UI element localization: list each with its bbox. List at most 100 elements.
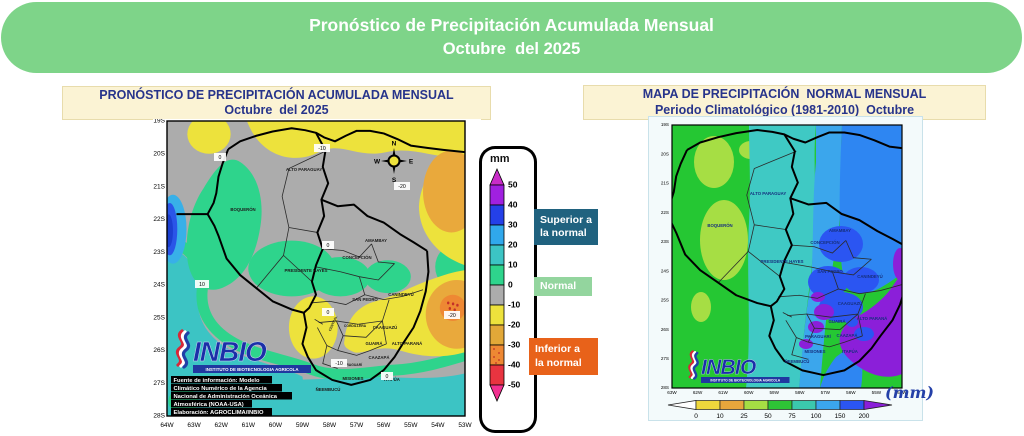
lon-tick: 53W (458, 422, 472, 429)
dept-label: CANINDEYÚ (857, 274, 883, 279)
colorbar-unit: mm (490, 153, 510, 165)
banner-subtitle: Octubre del 2025 (442, 40, 581, 59)
lon-tick: 64W (160, 422, 174, 429)
inbio-logo-tagline: INSTITUTO DE BIOTECNOLOGIA AGRICOLA (710, 379, 780, 383)
dept-label: CAAGUAZÚ (373, 325, 398, 330)
map-source-note: Fuente de información: Modelo Climático … (171, 376, 292, 416)
cb-tick: 0 (508, 279, 513, 289)
lat-tick: 27S (661, 356, 669, 361)
cb-tick: -20 (508, 319, 521, 329)
lat-tick: 21S (661, 181, 669, 186)
dept-label: MISIONES (342, 376, 363, 381)
longitude-axis: 63W 62W 61W 60W 59W 58W 57W 56W 55W 54W (667, 390, 906, 395)
dept-label: PRESIDENTE HAYES (284, 268, 327, 273)
dept-label: GUAIRÁ (366, 341, 383, 346)
dept-label: CAAGUAZÚ (838, 301, 863, 306)
legend-inferior: Inferior a la normal (529, 338, 598, 375)
source-line: Nacional de Administración Oceánica (174, 394, 278, 400)
dept-label: CENTRAL (328, 315, 338, 331)
banner-title: Pronóstico de Precipitación Acumulada Me… (309, 14, 714, 35)
dept-label: CORDILLERA (344, 324, 367, 328)
lat-tick: 26S (153, 347, 165, 354)
lat-tick: 21S (153, 183, 165, 190)
dept-label: MISIONES (804, 349, 825, 354)
dept-label: CAAZAPÁ (836, 333, 857, 338)
hb-tick: 200 (859, 413, 870, 420)
right-panel-title: MAPA DE PRECIPITACIÓN NORMAL MENSUAL Per… (583, 85, 986, 120)
dept-label: ALTO PARAGUAY (750, 191, 787, 196)
cb-tick: -30 (508, 339, 521, 349)
lon-tick: 59W (769, 390, 779, 395)
contour-value: -20 (448, 313, 456, 319)
lat-tick: 22S (153, 216, 165, 223)
source-line: Climático Numérico de la Agencia (174, 386, 268, 392)
lat-tick: 23S (661, 239, 669, 244)
lat-tick: 19S (661, 122, 669, 127)
compass-w: W (374, 158, 381, 165)
inbio-logo: INBIO INSTITUTO DE BIOTECNOLOGIA AGRICOL… (175, 329, 311, 373)
lon-tick: 59W (296, 422, 310, 429)
cb-tick: 30 (508, 219, 518, 229)
legend-inferior-line1: Inferior a (535, 343, 580, 356)
dept-label: SAN PEDRO (817, 269, 843, 274)
lon-tick: 54W (897, 390, 906, 395)
lon-tick: 56W (846, 390, 856, 395)
forecast-anomaly-map: ALTO PARAGUAY BOQUERÓN PRESIDENTE HAYES … (153, 118, 481, 436)
compass-s: S (392, 177, 397, 184)
hb-tick: 50 (764, 413, 772, 420)
lon-tick: 58W (323, 422, 337, 429)
dept-label: CANINDEYÚ (388, 292, 414, 297)
cb-tick: 20 (508, 239, 518, 249)
dept-label: PARAGUARÍ (342, 362, 363, 367)
hb-tick: 75 (788, 413, 796, 420)
inbio-ribbon-icon (688, 350, 699, 380)
lat-tick: 25S (153, 314, 165, 321)
anomaly-colorbar-panel: mm 50 40 30 20 10 0 (482, 149, 534, 430)
lon-tick: 58W (795, 390, 805, 395)
dept-label: CAAZAPÁ (368, 355, 389, 360)
dept-label: ÑEEMBUCÚ (785, 359, 810, 364)
forecast-map-svg: ALTO PARAGUAY BOQUERÓN PRESIDENTE HAYES … (153, 118, 472, 429)
right-panel-title-line2: Periodo Climatológico (1981-2010) Octubr… (654, 102, 915, 117)
lat-tick: 20S (153, 151, 165, 158)
lat-tick: 19S (153, 119, 165, 125)
lon-tick: 61W (718, 390, 728, 395)
lat-tick: 23S (153, 249, 165, 256)
lat-tick: 24S (661, 268, 669, 273)
contour-value: -20 (398, 184, 406, 190)
lat-tick: 28S (661, 385, 669, 390)
lat-tick: 26S (661, 327, 669, 332)
source-line: Fuente de información: Modelo (174, 378, 260, 384)
inbio-logo-tagline: INSTITUTO DE BIOTECNOLOGIA AGRICOLA (205, 367, 299, 372)
lat-tick: 28S (153, 413, 165, 420)
left-panel-title-line1: PRONÓSTICO DE PRECIPITACIÓN ACUMULADA ME… (99, 87, 454, 102)
map-frame (671, 124, 903, 389)
legend-superior-line1: Superior a (540, 213, 592, 226)
lat-tick: 22S (661, 210, 669, 215)
contour-labels: 0 -10 -20 0 10 0 -20 -10 0 (195, 144, 460, 380)
source-line: Atmosférica (NOAA-USA) (174, 402, 244, 408)
hb-tick: 150 (835, 413, 846, 420)
latitude-axis: 19S 20S 21S 22S 23S 24S 25S 26S 27S 28S (661, 122, 669, 390)
lon-tick: 60W (744, 390, 754, 395)
hb-tick: 0 (694, 413, 698, 420)
lat-tick: 24S (153, 282, 165, 289)
cb-tick: 50 (508, 179, 518, 189)
lon-tick: 62W (693, 390, 703, 395)
lat-tick: 20S (661, 151, 669, 156)
normal-precipitation-card: ALTO PARAGUAY BOQUERÓN PRESIDENTE HAYES … (648, 116, 934, 421)
cb-tick: 40 (508, 199, 518, 209)
contour-value: -10 (335, 361, 343, 367)
lon-tick: 55W (872, 390, 882, 395)
dept-label: ITAPÚA (842, 349, 858, 354)
normal-map-svg: ALTO PARAGUAY BOQUERÓN PRESIDENTE HAYES … (661, 122, 906, 395)
hb-tick: 25 (740, 413, 748, 420)
cb-tick: -10 (508, 299, 521, 309)
dept-label: PRESIDENTE HAYES (760, 259, 803, 264)
dept-label: BOQUERÓN (707, 223, 732, 228)
dept-label: AMAMBAY (829, 228, 851, 233)
right-panel-title-line1: MAPA DE PRECIPITACIÓN NORMAL MENSUAL (642, 87, 927, 101)
lon-tick: 56W (377, 422, 391, 429)
contour-value: 0 (327, 310, 330, 316)
